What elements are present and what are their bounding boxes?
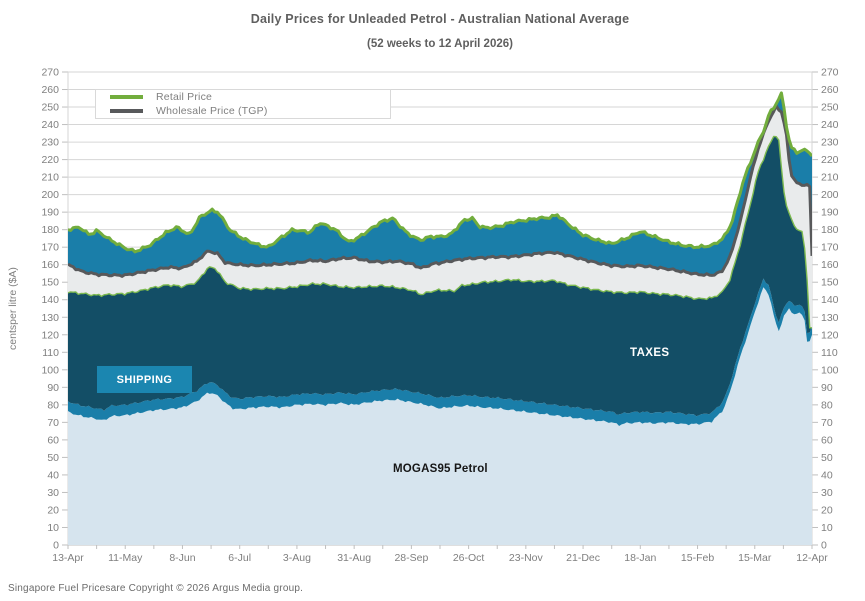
y-axis-tick-label-left: 240 (41, 119, 59, 131)
y-axis-tick-label-left: 140 (41, 294, 59, 306)
y-axis-tick-label-right: 140 (821, 294, 839, 306)
y-axis-tick-label-right: 190 (821, 207, 839, 219)
x-axis-tick-label: 21-Dec (566, 552, 600, 564)
y-axis-tick-label-right: 200 (821, 189, 839, 201)
y-axis-tick-label-right: 260 (821, 84, 839, 96)
x-axis-tick-label: 15-Mar (738, 552, 772, 564)
page-title: Daily Prices for Unleaded Petrol - Austr… (250, 12, 630, 26)
y-axis-tick-label-right: 270 (821, 67, 839, 79)
wholesale-price-line (68, 104, 812, 278)
x-axis-tick-label: 18-Jan (624, 552, 656, 564)
y-axis-tick-label-left: 170 (41, 242, 59, 254)
legend-label-wholesale: Wholesale Price (TGP) (156, 105, 268, 117)
y-axis-tick-label-left: 30 (47, 487, 59, 499)
y-axis-title: centsper litre ($A) (7, 267, 19, 350)
wholesale-line-swatch-icon (110, 109, 143, 113)
y-axis-tick-label-left: 40 (47, 469, 59, 481)
y-axis-tick-label-right: 0 (821, 540, 827, 552)
legend-row-wholesale: Wholesale Price (TGP) (110, 105, 390, 117)
x-axis-tick-label: 8-Jun (169, 552, 195, 564)
legend-row-retail: Retail Price (110, 91, 390, 103)
wholesale-margin-area (68, 105, 812, 328)
y-axis-tick-label-left: 0 (53, 540, 59, 552)
shipping-area (68, 278, 812, 426)
y-axis-tick-label-left: 230 (41, 137, 59, 149)
y-axis-tick-label-right: 100 (821, 364, 839, 376)
x-axis-tick-label: 3-Aug (283, 552, 311, 564)
y-axis-tick-label-left: 120 (41, 329, 59, 341)
y-axis-tick-label-right: 80 (821, 399, 833, 411)
y-axis-tick-label-right: 60 (821, 434, 833, 446)
y-axis-tick-label-right: 90 (821, 382, 833, 394)
y-axis-tick-label-right: 70 (821, 417, 833, 429)
y-axis-tick-label-right: 210 (821, 172, 839, 184)
taxes-area (68, 136, 812, 417)
y-axis-tick-label-right: 50 (821, 452, 833, 464)
y-axis-tick-label-right: 160 (821, 259, 839, 271)
x-axis-tick-label: 23-Nov (509, 552, 544, 564)
x-axis-tick-label: 31-Aug (337, 552, 371, 564)
x-axis-tick-label: 11-May (108, 552, 143, 564)
taxes-top-edge-line (68, 135, 812, 329)
y-axis-tick-label-right: 20 (821, 504, 833, 516)
chart-subtitle: (52 weeks to 12 April 2026) (367, 38, 513, 50)
retail-margin-area (68, 92, 812, 277)
shipping-area-label: SHIPPING (97, 366, 192, 393)
legend-label-retail: Retail Price (156, 91, 213, 103)
y-axis-tick-label-left: 130 (41, 312, 59, 324)
x-axis-tick-label: 26-Oct (453, 552, 485, 564)
y-axis-tick-label-left: 190 (41, 207, 59, 219)
y-axis-tick-label-left: 180 (41, 224, 59, 236)
y-axis-tick-label-right: 120 (821, 329, 839, 341)
y-axis-tick-label-left: 100 (41, 364, 59, 376)
mogas95-area (68, 287, 812, 545)
y-axis-tick-label-left: 200 (41, 189, 59, 201)
y-axis-tick-label-left: 150 (41, 277, 59, 289)
y-axis-tick-label-right: 230 (821, 137, 839, 149)
y-axis-tick-label-left: 90 (47, 382, 59, 394)
chart-legend: Retail Price Wholesale Price (TGP) (95, 89, 391, 119)
y-axis-tick-label-left: 220 (41, 154, 59, 166)
y-axis-tick-label-left: 260 (41, 84, 59, 96)
y-axis-tick-label-left: 110 (42, 347, 59, 359)
y-axis-tick-label-left: 50 (47, 452, 59, 464)
x-axis-tick-label: 12-Apr (796, 552, 828, 564)
y-axis-tick-label-right: 180 (821, 224, 839, 236)
y-axis-tick-label-left: 20 (47, 504, 59, 516)
x-axis-tick-label: 28-Sep (394, 552, 428, 564)
y-axis-tick-label-right: 240 (821, 119, 839, 131)
y-axis-tick-label-right: 10 (821, 522, 833, 534)
retail-price-line (68, 91, 812, 254)
x-axis-tick-label: 6-Jul (228, 552, 251, 564)
y-axis-tick-label-right: 250 (821, 102, 839, 114)
y-axis-tick-label-left: 60 (47, 434, 59, 446)
y-axis-tick-label-right: 110 (821, 347, 838, 359)
y-axis-tick-label-left: 210 (41, 172, 59, 184)
y-axis-tick-label-left: 160 (41, 259, 59, 271)
y-axis-tick-label-right: 30 (821, 487, 833, 499)
y-axis-tick-label-right: 130 (821, 312, 839, 324)
copyright-footer: Singapore Fuel Pricesare Copyright © 202… (8, 583, 304, 594)
y-axis-tick-label-left: 250 (41, 102, 59, 114)
y-axis-tick-label-left: 70 (47, 417, 59, 429)
retail-line-swatch-icon (110, 95, 143, 99)
y-axis-tick-label-right: 40 (821, 469, 833, 481)
x-axis-tick-label: 13-Apr (52, 552, 84, 564)
mogas-area-label: MOGAS95 Petrol (393, 463, 488, 475)
y-axis-tick-label-left: 80 (47, 399, 59, 411)
y-axis-tick-label-right: 220 (821, 154, 839, 166)
y-axis-tick-label-right: 170 (821, 242, 839, 254)
y-axis-tick-label-right: 150 (821, 277, 839, 289)
y-axis-tick-label-left: 10 (47, 522, 59, 534)
y-axis-tick-label-left: 270 (41, 67, 59, 79)
x-axis-tick-label: 15-Feb (681, 552, 714, 564)
taxes-area-label: TAXES (630, 347, 670, 359)
